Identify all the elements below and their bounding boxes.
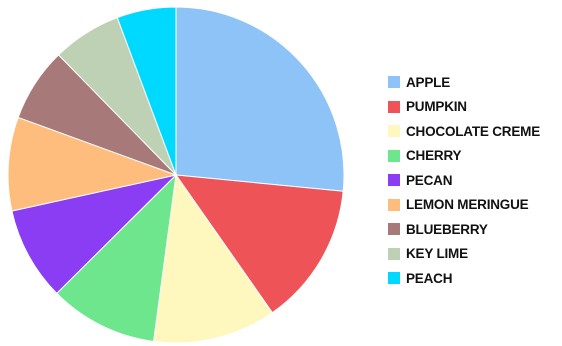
pie-slice-pumpkin	[174, 174, 344, 314]
legend-label: PECAN	[406, 172, 453, 188]
legend-item: LEMON MERINGUE	[388, 193, 540, 218]
pie-chart	[7, 6, 345, 344]
pie-slice-apple	[175, 6, 345, 192]
legend-swatch	[388, 223, 400, 236]
legend-swatch	[388, 198, 400, 211]
legend-swatch	[388, 247, 400, 260]
legend-label: KEY LIME	[406, 246, 468, 262]
pie-slice-cherry	[56, 173, 177, 343]
legend-swatch	[388, 272, 400, 285]
legend-label: PUMPKIN	[406, 99, 467, 115]
legend-label: BLUEBERRY	[406, 221, 488, 237]
legend-swatch	[388, 100, 400, 113]
legend-label: CHERRY	[406, 148, 462, 164]
legend-label: CHOCOLATE CREME	[406, 123, 540, 139]
pie-slice-lemon-meringue	[7, 116, 178, 212]
legend-swatch	[388, 174, 400, 187]
legend-label: PEACH	[406, 270, 453, 286]
legend-item: PECAN	[388, 168, 540, 193]
legend-item: CHERRY	[388, 144, 540, 169]
legend-item: KEY LIME	[388, 242, 540, 267]
pie-slice-pecan	[11, 174, 178, 295]
legend-swatch	[388, 125, 400, 138]
legend-label: APPLE	[406, 74, 451, 90]
legend-item: CHOCOLATE CREME	[388, 119, 540, 144]
legend-item: APPLE	[388, 70, 540, 95]
legend-label: LEMON MERINGUE	[406, 197, 529, 213]
legend-swatch	[388, 76, 400, 89]
legend-item: PEACH	[388, 266, 540, 291]
chart-legend: APPLE PUMPKIN CHOCOLATE CREME CHERRY PECAN LE…	[388, 70, 540, 291]
pie-slice-chocolate-creme	[152, 173, 273, 344]
legend-swatch	[388, 149, 400, 162]
pie-slice-peach	[116, 6, 177, 176]
legend-item: PUMPKIN	[388, 95, 540, 120]
legend-item: BLUEBERRY	[388, 217, 540, 242]
